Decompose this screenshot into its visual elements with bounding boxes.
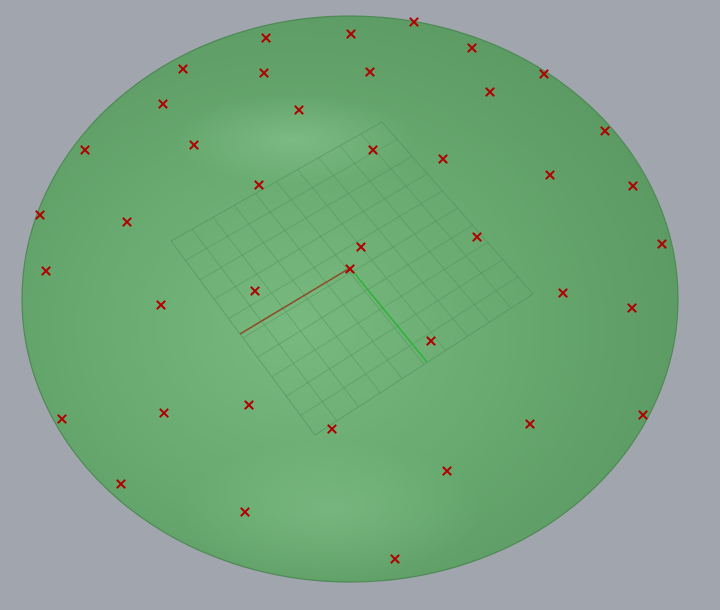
x-mark-icon[interactable] (41, 266, 51, 276)
x-mark-icon[interactable] (261, 33, 271, 43)
disc-highlight-top (175, 95, 415, 185)
x-mark-icon[interactable] (628, 181, 638, 191)
x-mark-icon[interactable] (189, 140, 199, 150)
x-mark-icon[interactable] (390, 554, 400, 564)
grid-line-v (233, 205, 381, 393)
grid-line-v (276, 181, 425, 365)
x-mark-icon[interactable] (539, 69, 549, 79)
x-mark-icon[interactable] (346, 29, 356, 39)
x-mark-icon[interactable] (294, 105, 304, 115)
x-mark-icon[interactable] (178, 64, 188, 74)
x-mark-icon[interactable] (57, 414, 67, 424)
grid-line-u (257, 224, 473, 358)
x-mark-icon[interactable] (438, 154, 448, 164)
grid-line-u (300, 276, 519, 416)
ground-disc[interactable] (21, 15, 679, 583)
point-markers (35, 17, 667, 564)
x-mark-icon[interactable] (122, 217, 132, 227)
x-mark-icon[interactable] (657, 239, 667, 249)
x-mark-icon[interactable] (254, 180, 264, 190)
grid-line-v (170, 240, 316, 436)
x-mark-icon[interactable] (467, 43, 477, 53)
x-mark-icon[interactable] (368, 145, 378, 155)
x-mark-icon[interactable] (356, 242, 366, 252)
x-mark-icon[interactable] (35, 210, 45, 220)
x-mark-icon[interactable] (240, 507, 250, 517)
x-mark-icon[interactable] (442, 466, 452, 476)
grid-line-u (314, 293, 534, 436)
x-mark-icon[interactable] (365, 67, 375, 77)
x-mark-icon[interactable] (244, 400, 254, 410)
x-axis (239, 267, 351, 335)
x-mark-icon[interactable] (525, 419, 535, 429)
x-mark-icon[interactable] (627, 303, 637, 313)
x-mark-icon[interactable] (159, 408, 169, 418)
grid-line-v (212, 216, 359, 408)
x-mark-icon[interactable] (409, 17, 419, 27)
x-mark-icon[interactable] (250, 286, 260, 296)
x-mark-icon[interactable] (426, 336, 436, 346)
x-mark-icon[interactable] (156, 300, 166, 310)
grid-line-v (255, 193, 403, 379)
x-mark-icon[interactable] (600, 126, 610, 136)
x-mark-icon[interactable] (116, 479, 126, 489)
x-mark-icon[interactable] (558, 288, 568, 298)
x-mark-icon[interactable] (485, 87, 495, 97)
x-mark-icon[interactable] (545, 170, 555, 180)
x-mark-icon[interactable] (345, 264, 355, 274)
origin-axes (239, 267, 428, 363)
x-mark-icon[interactable] (472, 232, 482, 242)
x-mark-icon[interactable] (259, 68, 269, 78)
x-mark-icon[interactable] (80, 145, 90, 155)
x-mark-icon[interactable] (638, 410, 648, 420)
construction-grid (170, 121, 534, 436)
y-axis (349, 267, 428, 363)
grid-line-v (191, 228, 338, 422)
disc-highlight-bottom (180, 440, 480, 580)
grid-line-u (285, 259, 504, 397)
x-mark-icon[interactable] (158, 99, 168, 109)
grid-line-u (271, 242, 488, 378)
x-mark-icon[interactable] (327, 424, 337, 434)
